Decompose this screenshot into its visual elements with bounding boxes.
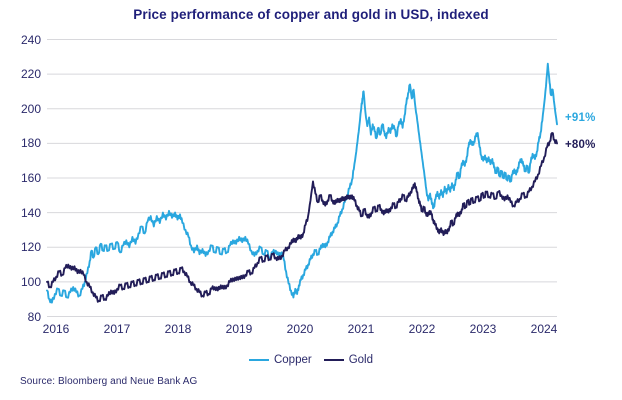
- y-tick-240: 240: [20, 32, 41, 47]
- source-note: Source: Bloomberg and Neue Bank AG: [20, 376, 198, 387]
- copper-line: [46, 62, 558, 304]
- legend-item-gold: Gold: [323, 354, 373, 366]
- x-tick-2023: 2023: [469, 322, 497, 336]
- chart-title: Price performance of copper and gold in …: [133, 7, 489, 22]
- gold-line: [46, 132, 558, 303]
- legend-label-copper: Copper: [273, 354, 312, 366]
- x-tick-2020: 2020: [286, 322, 314, 336]
- y-tick-160: 160: [20, 171, 41, 185]
- legend-item-copper: Copper: [248, 354, 312, 366]
- y-tick-80: 80: [27, 309, 41, 324]
- y-tick-100: 100: [20, 274, 41, 289]
- gold-line-swatch: [323, 358, 344, 362]
- y-tick-200: 200: [20, 101, 41, 116]
- y-tick-220: 220: [20, 67, 41, 82]
- y-tick-140: 140: [20, 205, 41, 220]
- x-tick-2019: 2019: [225, 322, 253, 336]
- y-tick-120: 120: [20, 240, 41, 255]
- x-tick-2016: 2016: [42, 322, 70, 336]
- x-tick-2022: 2022: [408, 322, 436, 336]
- x-tick-2018: 2018: [164, 322, 192, 336]
- x-tick-2021: 2021: [347, 322, 375, 336]
- y-tick-180: 180: [20, 136, 41, 151]
- copper-line-swatch: [248, 358, 269, 362]
- chart-legend: Copper Gold: [0, 354, 622, 366]
- gold-end-change-annotation: +80%: [565, 139, 596, 151]
- x-tick-2024: 2024: [530, 322, 558, 336]
- copper-end-change-annotation: +91%: [565, 112, 596, 124]
- x-tick-2017: 2017: [103, 322, 131, 336]
- legend-label-gold: Gold: [348, 354, 373, 366]
